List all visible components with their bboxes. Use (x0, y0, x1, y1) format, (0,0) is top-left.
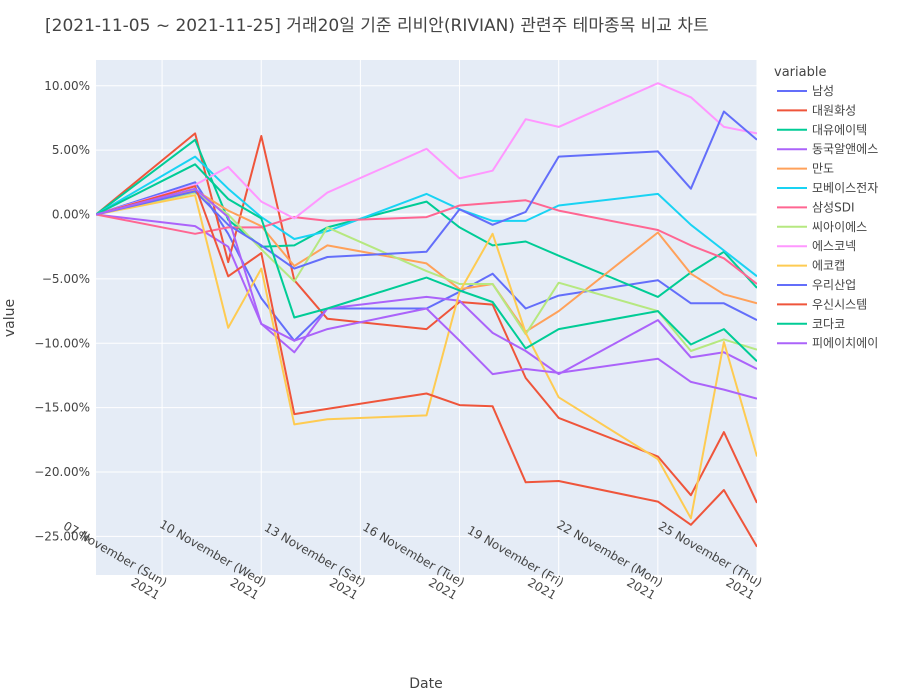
y-tick-label: 5.00% (52, 143, 90, 157)
legend-item[interactable]: 만도 (777, 162, 834, 176)
legend-label: 우리산업 (812, 278, 856, 292)
legend-item[interactable]: 에코캡 (777, 259, 845, 273)
legend-item[interactable]: 모베이스전자 (777, 181, 878, 195)
y-tick-label: −25.00% (34, 529, 90, 543)
legend-label: 피에이치에이 (812, 336, 878, 350)
legend-item[interactable]: 남성 (777, 84, 834, 98)
legend-item[interactable]: 우신시스템 (777, 297, 867, 311)
legend-item[interactable]: 대원화성 (777, 103, 856, 117)
legend-label: 씨아이에스 (812, 220, 867, 234)
series-line-5 (96, 189, 757, 333)
legend-title: variable (774, 65, 826, 80)
legend-label: 우신시스템 (812, 297, 867, 311)
series-line-10 (96, 194, 757, 520)
legend-label: 대유에이텍 (812, 123, 867, 137)
legend-label: 에스코넥 (812, 239, 856, 253)
legend-label: 삼성SDI (812, 200, 854, 214)
series-line-13 (96, 163, 757, 363)
series-line-11 (96, 110, 757, 270)
series-line-8 (96, 191, 757, 352)
legend-label: 동국알앤에스 (812, 142, 878, 156)
legend-item[interactable]: 에스코넥 (777, 239, 856, 253)
legend-item[interactable]: 동국알앤에스 (777, 142, 878, 156)
legend-item[interactable]: 씨아이에스 (777, 220, 867, 234)
series-line-14 (96, 187, 757, 400)
y-tick-label: 0.00% (52, 208, 90, 222)
chart-title: [2021-11-05 ~ 2021-11-25] 거래20일 기준 리비안(R… (45, 16, 709, 36)
series-line-12 (96, 185, 757, 548)
legend-label: 코다코 (812, 317, 845, 331)
legend-item[interactable]: 삼성SDI (777, 200, 854, 214)
legend-item[interactable]: 우리산업 (777, 278, 856, 292)
y-tick-label: −15.00% (34, 401, 90, 415)
series-line-3 (96, 138, 757, 298)
plot-area (96, 60, 757, 575)
legend-item[interactable]: 대유에이텍 (777, 123, 867, 137)
x-axis-title: Date (409, 676, 442, 692)
legend-label: 만도 (812, 162, 834, 176)
legend-label: 대원화성 (812, 103, 856, 117)
series-lines (96, 82, 757, 548)
y-tick-label: 10.00% (44, 79, 90, 93)
y-axis-title: value (2, 299, 18, 337)
grid-lines (96, 60, 758, 575)
y-tick-label: −10.00% (34, 336, 90, 350)
y-axis-ticks: 10.00% 5.00% 0.00% −5.00% −10.00% −15.00% −20.… (34, 79, 90, 544)
y-tick-label: −5.00% (42, 272, 90, 286)
y-tick-label: −20.00% (34, 465, 90, 479)
series-line-4 (96, 213, 757, 376)
legend-label: 모베이스전자 (812, 181, 878, 195)
legend-label: 남성 (812, 84, 834, 98)
legend-item[interactable]: 피에이치에이 (777, 336, 878, 350)
legend-label: 에코캡 (812, 259, 845, 273)
series-line-9 (96, 82, 757, 220)
legend-item[interactable]: 코다코 (777, 317, 845, 331)
